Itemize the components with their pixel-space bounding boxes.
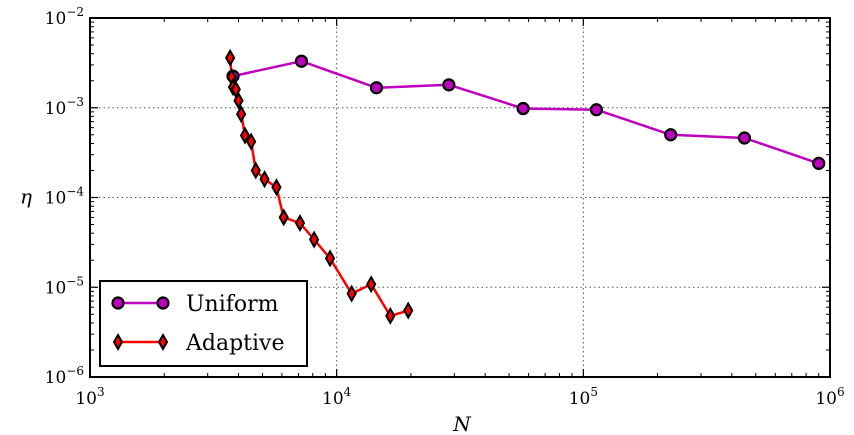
legend-box [99,280,308,367]
data-point-adaptive [366,275,377,294]
legend-marker-uniform [111,296,125,310]
data-point-uniform [516,101,530,116]
y-axis-label: η [20,185,32,209]
legend: Uniform Adaptive [99,280,308,367]
y-tick-label: 10−4 [45,185,85,209]
data-point-adaptive [239,126,251,145]
data-point-adaptive [236,105,247,124]
x-tick-label: 104 [322,385,352,409]
data-point-adaptive [245,132,257,151]
y-tick-label: 10−5 [45,274,84,298]
data-point-uniform [369,81,384,95]
y-tick-label: 10−3 [45,95,84,119]
legend-label-adaptive: Adaptive [185,331,285,356]
data-point-adaptive [233,91,244,110]
x-tick-label: 105 [569,385,598,409]
data-point-uniform [664,128,678,142]
series-line-adaptive [228,57,409,318]
tick-marks [89,17,831,378]
data-point-uniform [812,156,826,170]
tick-labels: 103 104 105 106 10−6 10−5 10−4 10−3 10−2 [45,5,845,409]
series-layer [225,48,826,325]
x-tick-label: 106 [815,385,844,409]
data-point-uniform [442,78,456,92]
series-adaptive [225,48,414,325]
data-point-adaptive [308,230,320,249]
legend-marker-uniform [156,296,170,310]
grid-lines [90,18,830,377]
data-point-adaptive [294,213,306,233]
data-point-adaptive [346,284,357,303]
data-point-adaptive [324,249,336,268]
data-point-uniform [294,54,309,68]
data-point-adaptive [250,161,261,180]
series-uniform [226,54,826,170]
data-point-uniform [589,103,604,117]
x-tick-label: 103 [75,385,104,409]
legend-marker-adaptive [112,332,124,352]
data-point-adaptive [278,208,289,227]
data-point-adaptive [385,306,396,325]
data-point-adaptive [225,48,236,67]
y-tick-label: 10−6 [45,364,84,388]
data-point-adaptive [403,301,414,320]
legend-label-uniform: Uniform [186,292,279,317]
x-axis-label: N [452,412,472,435]
data-point-adaptive [271,178,282,197]
legend-marker-adaptive [157,332,169,352]
data-point-adaptive [259,170,270,189]
data-point-uniform [737,131,752,145]
y-tick-label: 10−2 [45,5,84,29]
